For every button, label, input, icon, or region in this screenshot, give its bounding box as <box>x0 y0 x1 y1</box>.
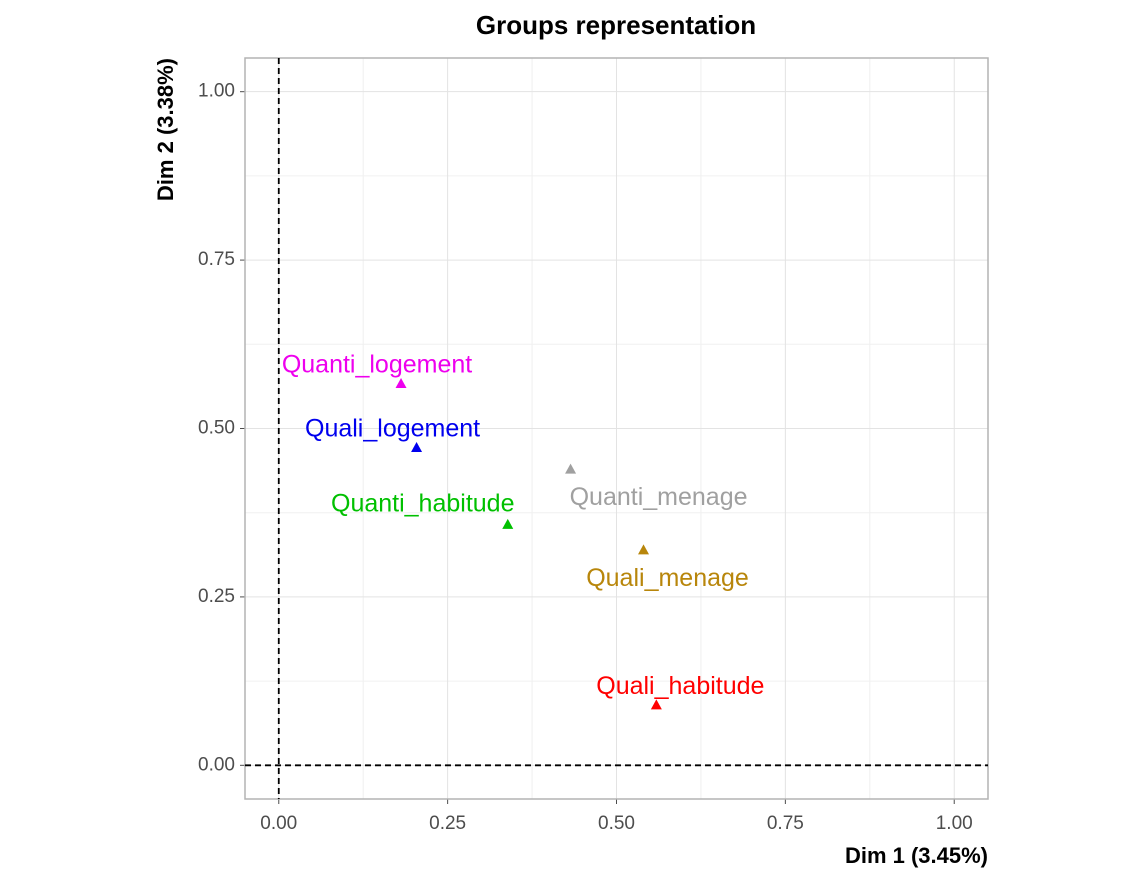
y-tick-label: 0.00 <box>198 754 235 775</box>
point <box>638 544 650 555</box>
point <box>650 699 662 710</box>
x-tick-label: 0.00 <box>260 813 297 834</box>
point-label: Quali_menage <box>586 564 749 592</box>
y-tick-label: 0.75 <box>198 249 235 270</box>
point-label: Quali_habitude <box>596 672 764 700</box>
point-label: Quanti_habitude <box>331 489 514 517</box>
x-tick-label: 0.50 <box>598 813 635 834</box>
x-tick-label: 1.00 <box>936 813 973 834</box>
point <box>395 378 407 389</box>
panel-border <box>244 57 989 800</box>
chart-title: Groups representation <box>476 10 756 40</box>
x-axis-title: Dim 1 (3.45%) <box>845 843 988 868</box>
point-label: Quanti_logement <box>282 351 472 379</box>
y-axis-title: Dim 2 (3.38%) <box>153 58 178 201</box>
point <box>411 442 423 453</box>
point <box>502 518 514 529</box>
x-tick-label: 0.75 <box>767 813 804 834</box>
point-label: Quanti_menage <box>570 483 748 511</box>
x-tick-label: 0.25 <box>429 813 466 834</box>
point <box>565 463 577 474</box>
y-tick-label: 0.25 <box>198 586 235 607</box>
y-tick-label: 1.00 <box>198 81 235 102</box>
point-label: Quali_logement <box>305 415 480 443</box>
y-tick-label: 0.50 <box>198 418 235 439</box>
